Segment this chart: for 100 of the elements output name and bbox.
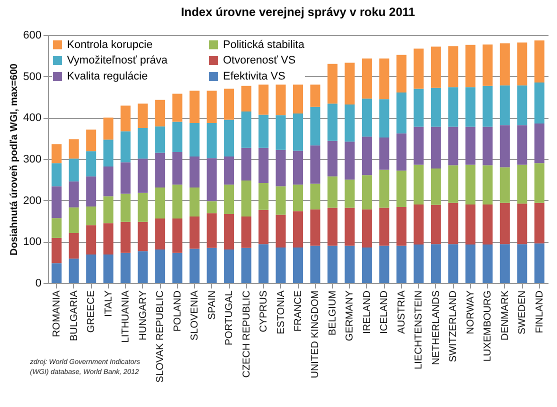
- legend-label: Otvorenosť VS: [223, 54, 296, 66]
- bar: [276, 84, 286, 116]
- bar: [414, 164, 424, 204]
- bar: [465, 87, 476, 127]
- y-tick-label: 200: [23, 194, 42, 207]
- bar: [482, 204, 493, 245]
- x-tick-label: LITHUANIA: [120, 290, 132, 343]
- bar: [258, 148, 269, 183]
- bar: [206, 213, 217, 248]
- bar: [396, 206, 406, 246]
- bar: [465, 204, 476, 245]
- x-tick-label: DENMARK: [500, 290, 511, 341]
- y-tick-label: 300: [23, 154, 42, 166]
- x-tick-label: CZECH REPUBLIC: [241, 290, 252, 378]
- bar: [120, 222, 131, 253]
- bar: [448, 126, 458, 166]
- bar: [517, 125, 528, 165]
- bar: [52, 263, 62, 283]
- bar: [276, 115, 286, 150]
- bar: [430, 168, 441, 205]
- bar: [68, 158, 79, 182]
- bar: [293, 247, 303, 283]
- bar: [293, 84, 303, 114]
- y-axis-title: Dosiahnutá úroveň podľa WGI, max=600: [9, 63, 20, 256]
- bar: [448, 87, 458, 127]
- bar: [206, 201, 217, 214]
- bar: [379, 246, 390, 283]
- bar: [224, 120, 234, 157]
- bar: [500, 202, 510, 244]
- x-tick-label: IRELAND: [362, 290, 373, 334]
- bar: [310, 184, 320, 210]
- bar: [103, 223, 114, 254]
- bar: [430, 88, 441, 127]
- bar: [344, 104, 355, 142]
- x-tick-label: ICELAND: [379, 290, 390, 334]
- x-tick-label: SWITZERLAND: [448, 290, 460, 362]
- bar: [103, 118, 114, 140]
- x-tick-label: SLOVENIA: [190, 290, 201, 341]
- bar: [224, 214, 234, 250]
- bar: [138, 192, 148, 222]
- bar: [534, 163, 544, 203]
- bar: [103, 166, 114, 196]
- bar: [68, 207, 79, 233]
- bar: [482, 126, 493, 166]
- bar: [224, 88, 234, 120]
- bar: [310, 145, 320, 184]
- bar: [258, 182, 269, 210]
- x-tick-label: ROMANIA: [52, 290, 63, 338]
- bar: [344, 142, 355, 180]
- bar: [482, 86, 493, 127]
- bar: [138, 222, 148, 252]
- bar: [190, 156, 200, 188]
- legend-label: Politická stabilita: [223, 38, 306, 51]
- bar: [344, 246, 355, 283]
- bar: [517, 85, 528, 126]
- bar: [138, 104, 148, 128]
- bar: [190, 123, 200, 157]
- bar: [465, 164, 476, 204]
- bar: [206, 123, 217, 158]
- bar: [534, 82, 544, 124]
- bar: [293, 184, 303, 212]
- bar: [482, 44, 493, 86]
- bar: [258, 210, 269, 244]
- bar: [310, 84, 320, 107]
- bar: [155, 218, 166, 250]
- x-tick-label: LIECHTENSTEIN: [414, 290, 425, 370]
- x-tick-label: HUNGARY: [138, 290, 149, 340]
- bar: [120, 106, 131, 132]
- bar: [396, 246, 406, 283]
- x-tick-label: NORWAY: [465, 290, 476, 334]
- bar: [396, 54, 406, 92]
- bar: [396, 170, 406, 207]
- bar: [465, 126, 476, 165]
- legend-label: Efektivita VS: [223, 70, 286, 82]
- bar: [448, 202, 458, 244]
- bar: [206, 248, 217, 283]
- bar: [362, 58, 372, 99]
- bar: [258, 244, 269, 283]
- bar: [172, 94, 182, 122]
- bar: [414, 88, 424, 127]
- bar: [276, 150, 286, 186]
- bar: [500, 43, 510, 86]
- bar: [465, 244, 476, 283]
- bar: [327, 246, 338, 283]
- bar: [517, 204, 528, 244]
- legend-label: Kvalita regulácie: [67, 70, 148, 82]
- x-tick-label: GERMANY: [344, 290, 356, 342]
- chart-title: Index úrovne verejnej správy v roku 2011: [180, 5, 416, 19]
- bar: [500, 125, 510, 168]
- x-tick-label: ITALY: [103, 290, 114, 317]
- bar: [362, 136, 372, 176]
- bar: [534, 40, 544, 83]
- bar: [86, 225, 96, 254]
- x-tick-label: SLOVAK REPUBLIC: [155, 290, 166, 383]
- bar: [120, 131, 131, 162]
- bar: [500, 85, 510, 126]
- bar: [224, 250, 234, 283]
- x-tick-label: PORTUGAL: [224, 290, 236, 346]
- bar: [517, 164, 528, 204]
- bar: [310, 209, 320, 246]
